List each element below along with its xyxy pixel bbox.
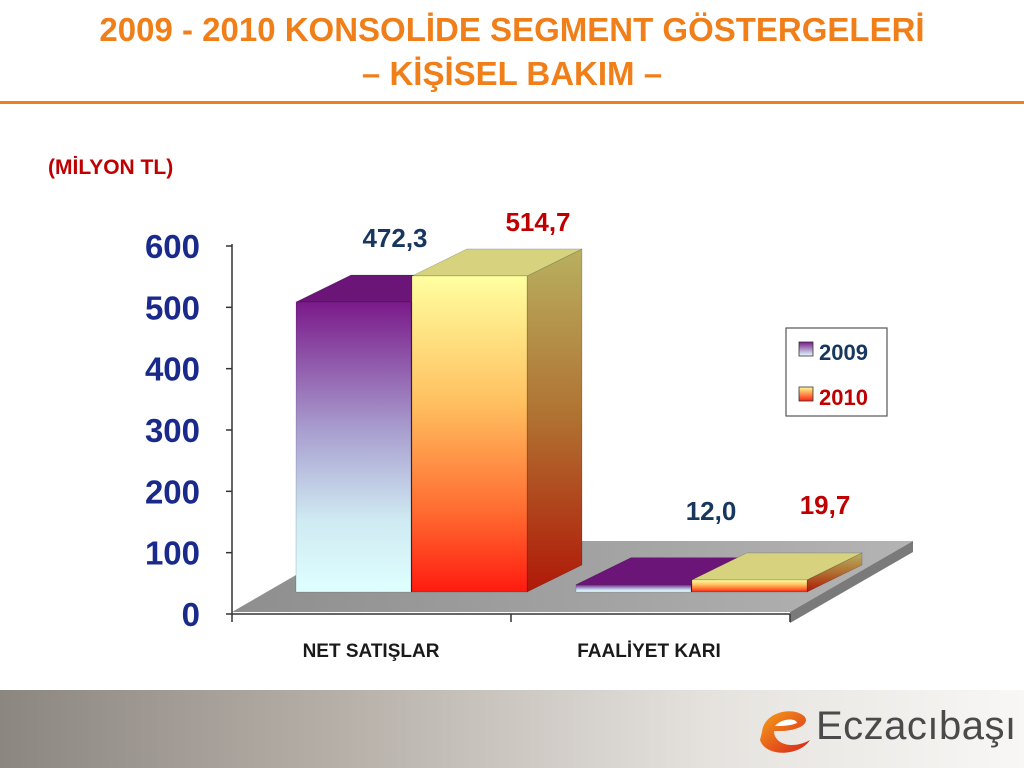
category-label-net-satislar: NET SATIŞLAR bbox=[303, 641, 440, 662]
y-tick-label: 100 bbox=[145, 535, 200, 572]
title-line-2: – KİŞİSEL BAKIM – bbox=[361, 55, 663, 92]
data-label-2010-faaliyet-kari: 19,7 bbox=[800, 490, 851, 520]
data-label-2009-faaliyet-kari: 12,0 bbox=[686, 496, 737, 526]
category-label-faaliyet-kari: FAALİYET KARI bbox=[577, 641, 721, 662]
bar-2010-net-satislar bbox=[411, 248, 583, 593]
bar-front-face bbox=[295, 301, 412, 593]
y-tick-label: 0 bbox=[182, 596, 200, 633]
bar-side-face bbox=[526, 248, 583, 593]
y-tick-label: 500 bbox=[145, 289, 200, 326]
x-category-separators bbox=[231, 614, 791, 622]
bar-chart: 0 100 200 300 400 500 600 472,3 514,7 12,0 19,… bbox=[145, 207, 913, 662]
title-line-1: 2009 - 2010 KONSOLİDE SEGMENT GÖSTERGELE… bbox=[99, 11, 925, 48]
legend: 2009 2010 bbox=[785, 327, 888, 417]
bar-front-face bbox=[575, 584, 692, 593]
legend-swatch-2009 bbox=[798, 341, 814, 357]
bar-front-face bbox=[691, 579, 808, 593]
y-tick-label: 300 bbox=[145, 412, 200, 449]
title-divider bbox=[0, 101, 1024, 104]
chart-floor-edge bbox=[790, 541, 913, 623]
legend-label-2009: 2009 bbox=[819, 340, 868, 365]
y-tick-label: 600 bbox=[145, 228, 200, 265]
bar-front-face bbox=[411, 275, 528, 593]
bars bbox=[295, 248, 863, 593]
footer-band bbox=[0, 690, 1024, 768]
data-label-2009-net-satislar: 472,3 bbox=[362, 223, 427, 253]
y-ticks: 0 100 200 300 400 500 600 bbox=[145, 228, 232, 633]
brand-name: Eczacıbaşı bbox=[816, 704, 1017, 748]
legend-swatch-2010 bbox=[798, 386, 814, 402]
bar-2010-faaliyet-kari bbox=[691, 552, 863, 593]
data-label-2010-net-satislar: 514,7 bbox=[505, 207, 570, 237]
y-tick-label: 200 bbox=[145, 473, 200, 510]
legend-label-2010: 2010 bbox=[819, 385, 868, 410]
unit-note: (MİLYON TL) bbox=[48, 156, 174, 179]
eczacibasi-e-logo-icon bbox=[760, 711, 810, 753]
y-tick-label: 400 bbox=[145, 351, 200, 388]
slide-title: 2009 - 2010 KONSOLİDE SEGMENT GÖSTERGELE… bbox=[0, 8, 1024, 96]
